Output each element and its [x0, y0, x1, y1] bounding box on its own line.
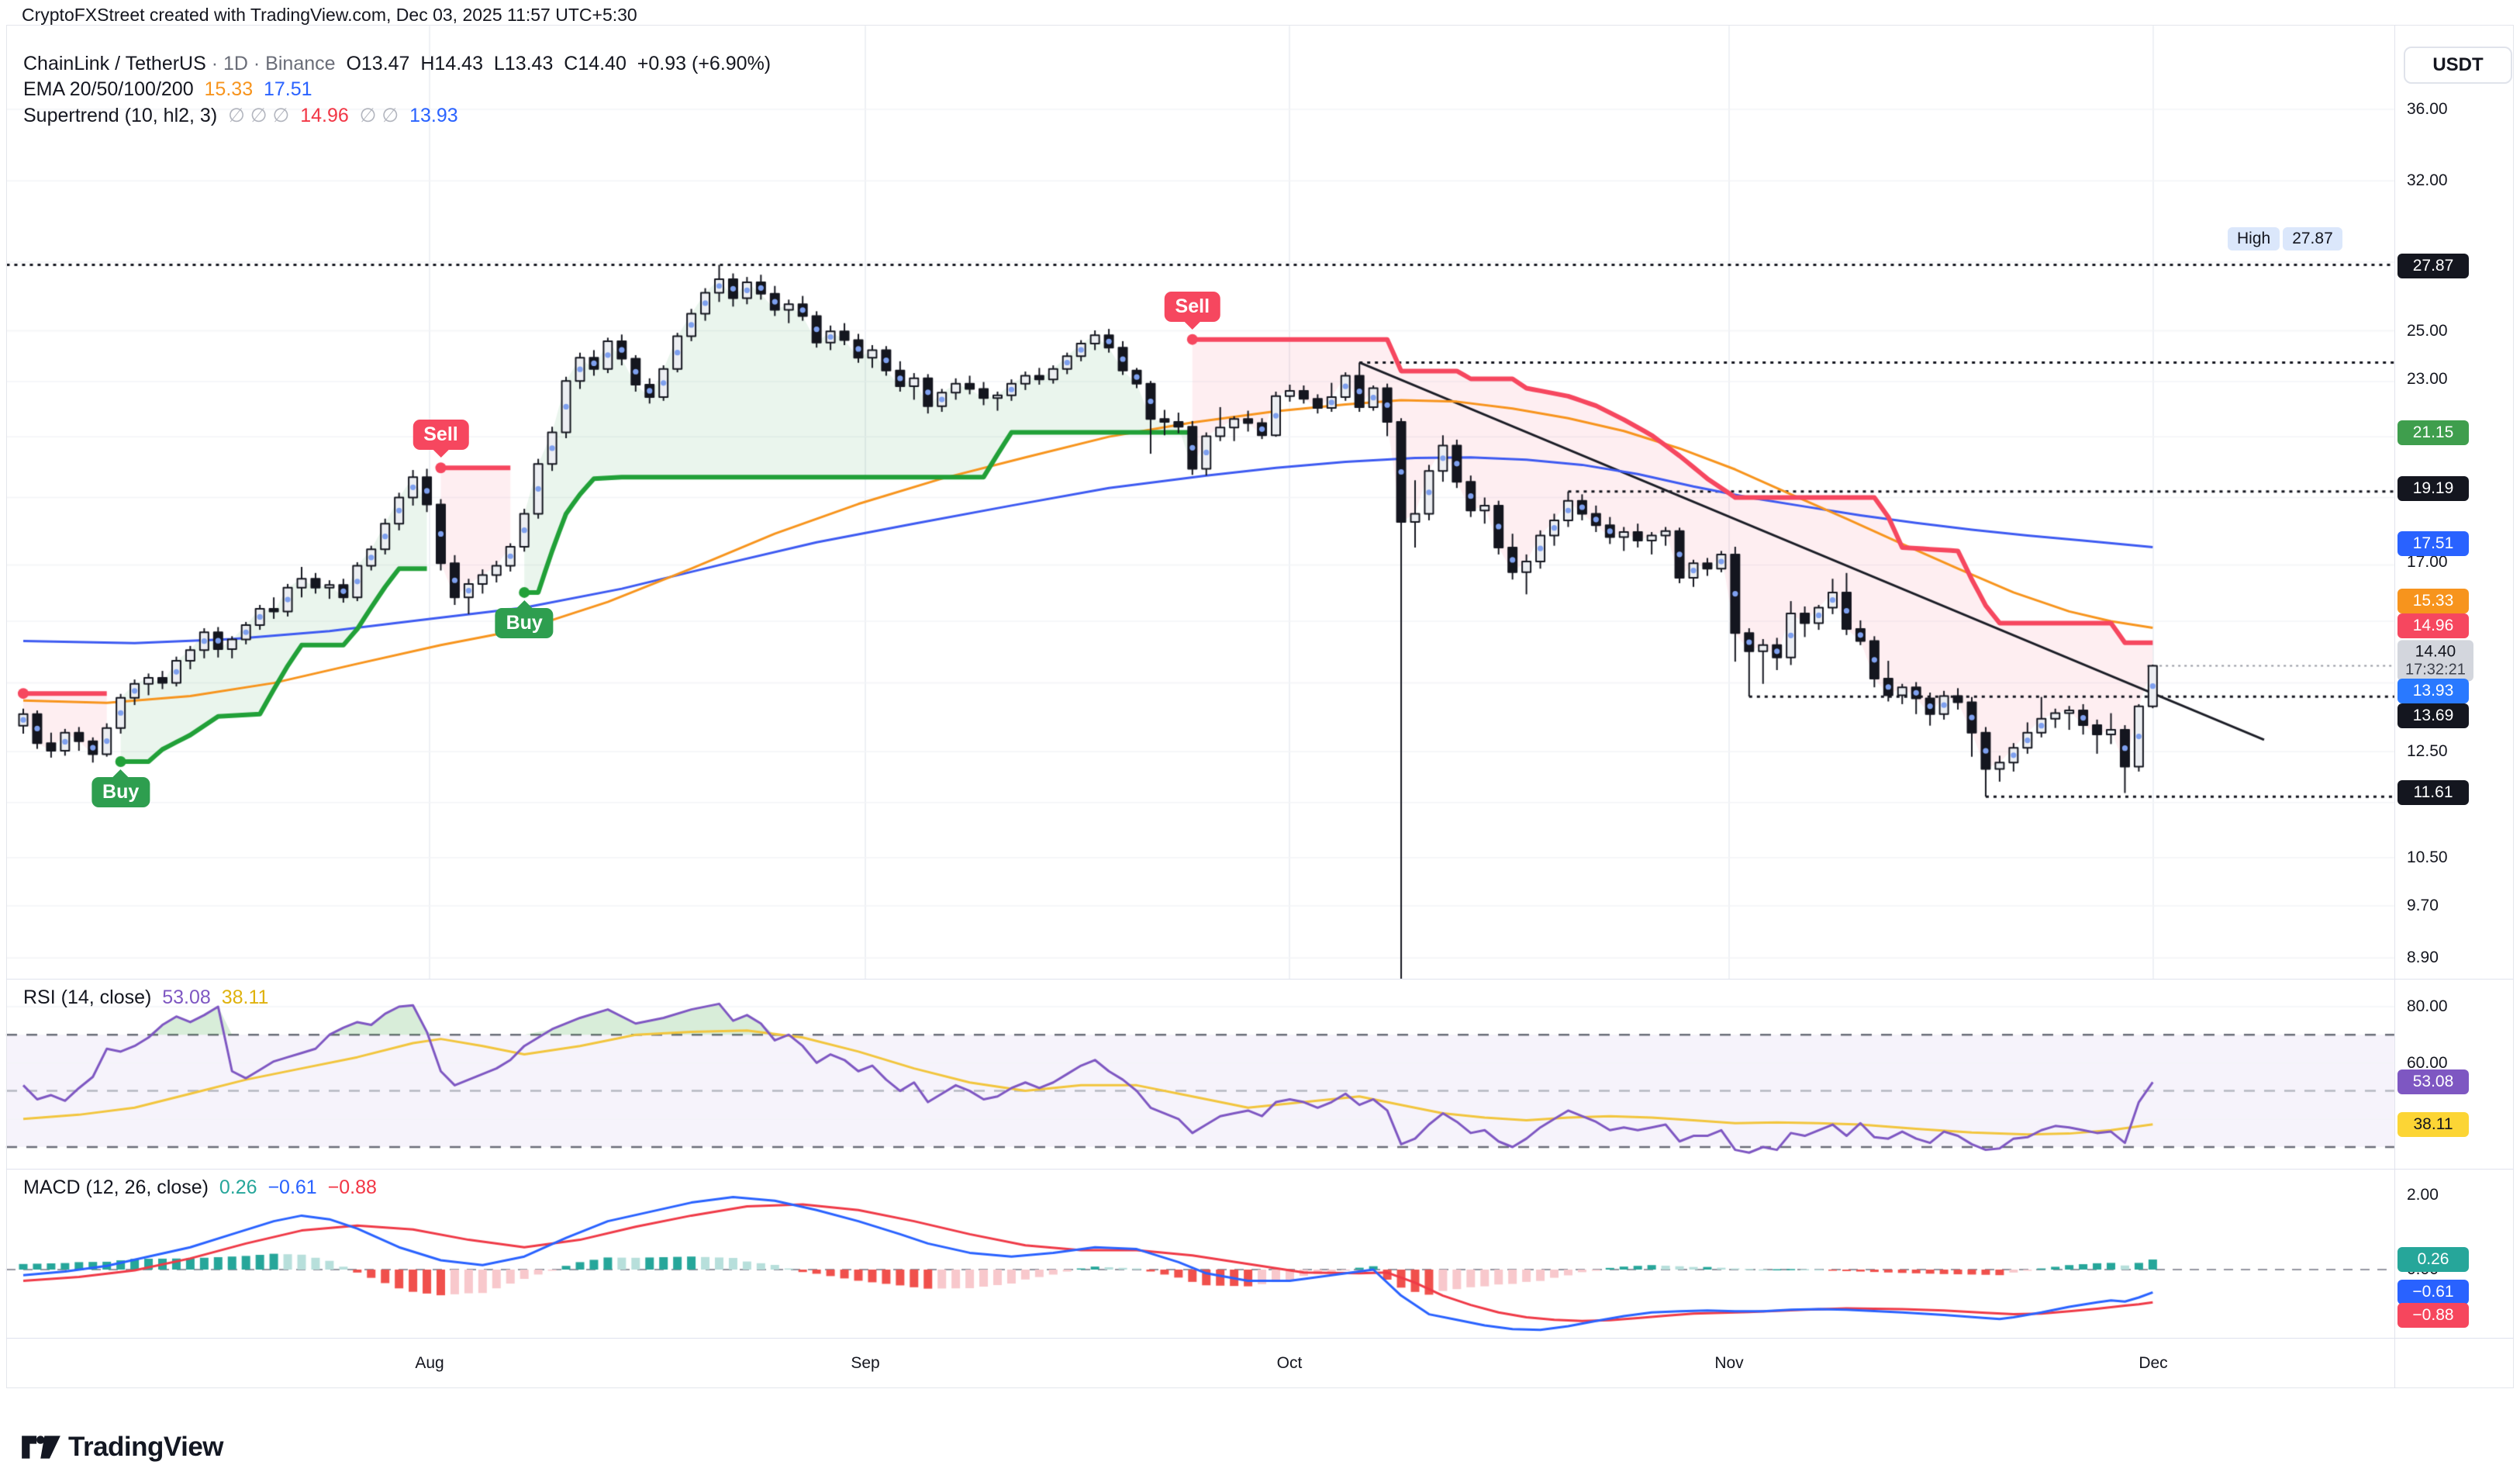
axis-label-32.00: 32.00 — [2407, 171, 2448, 189]
axis-badge-0.26: 0.26 — [2397, 1247, 2469, 1272]
symbol-legend-row[interactable]: ChainLink / TetherUS · 1D · Binance O13.… — [23, 53, 771, 75]
axis-badge-53.08: 53.08 — [2397, 1069, 2469, 1094]
axis-label-80.00: 80.00 — [2407, 997, 2448, 1015]
tradingview-logo-icon — [22, 1436, 60, 1459]
axis-label-23.00: 23.00 — [2407, 370, 2448, 388]
rsi-ma-value: 38.11 — [221, 987, 269, 1008]
axis-badge-14.40: 14.40 17:32:21 — [2397, 640, 2473, 682]
rsi-value: 53.08 — [162, 987, 211, 1008]
tradingview-logo[interactable]: TradingView — [22, 1432, 224, 1463]
axis-label-10.50: 10.50 — [2407, 848, 2448, 866]
high-label-text: High — [2228, 227, 2280, 251]
supertrend-title: Supertrend (10, hl2, 3) — [23, 105, 218, 126]
supertrend-legend-row[interactable]: Supertrend (10, hl2, 3) ∅ ∅ ∅ 14.96 ∅ ∅ … — [23, 104, 458, 127]
axis-label-36.00: 36.00 — [2407, 100, 2448, 118]
axis-badge-21.15: 21.15 — [2397, 420, 2469, 445]
supertrend-value-1: 14.96 — [300, 105, 349, 126]
buy-signal-label: Buy — [91, 776, 150, 807]
axis-badge-17.51: 17.51 — [2397, 531, 2469, 556]
macd-legend-row[interactable]: MACD (12, 26, close) 0.26 −0.61 −0.88 — [23, 1177, 377, 1199]
rsi-panel-divider[interactable] — [6, 979, 2514, 980]
currency-toggle-button[interactable]: USDT — [2404, 47, 2512, 84]
price-axis-divider[interactable] — [2394, 25, 2395, 1388]
price-change: +0.93 (+6.90%) — [637, 53, 772, 74]
axis-badge-19.19: 19.19 — [2397, 476, 2469, 501]
ema-title: EMA 20/50/100/200 — [23, 78, 194, 100]
month-label-Sep: Sep — [851, 1354, 880, 1372]
axis-label-2.00: 2.00 — [2407, 1186, 2439, 1204]
month-label-Aug: Aug — [415, 1354, 444, 1372]
axis-badge-−0.61: −0.61 — [2397, 1280, 2469, 1304]
time-axis-divider[interactable] — [6, 1338, 2514, 1339]
macd-signal-value: −0.88 — [327, 1177, 377, 1198]
axis-badge-−0.88: −0.88 — [2397, 1303, 2469, 1328]
ema-value-1: 15.33 — [204, 78, 254, 100]
axis-badge-13.93: 13.93 — [2397, 679, 2469, 703]
month-label-Oct: Oct — [1276, 1354, 1303, 1372]
month-label-Nov: Nov — [1714, 1354, 1744, 1372]
ohlc-low: L13.43 — [493, 53, 554, 74]
axis-label-60.00: 60.00 — [2407, 1054, 2448, 1072]
macd-title: MACD (12, 26, close) — [23, 1177, 209, 1198]
axis-badge-27.87: 27.87 — [2397, 254, 2469, 278]
axis-badge-13.69: 13.69 — [2397, 703, 2469, 728]
axis-label-17.00: 17.00 — [2407, 553, 2448, 571]
supertrend-empty-values: ∅ ∅ ∅ — [228, 105, 290, 126]
axis-label-9.70: 9.70 — [2407, 897, 2439, 914]
ohlc-high: H14.43 — [420, 53, 483, 74]
supertrend-empty-values-2: ∅ ∅ — [359, 105, 399, 126]
macd-hist-value: 0.26 — [219, 1177, 257, 1198]
month-label-Dec: Dec — [2139, 1354, 2168, 1372]
macd-line-value: −0.61 — [268, 1177, 317, 1198]
high-price-label: High 27.87 — [2228, 227, 2342, 251]
high-label-value: 27.87 — [2283, 227, 2342, 251]
sell-signal-label: Sell — [413, 420, 469, 451]
ohlc-close: C14.40 — [564, 53, 627, 74]
symbol-meta: · 1D · Binance — [211, 53, 336, 74]
axis-label-8.90: 8.90 — [2407, 949, 2439, 966]
axis-label-25.00: 25.00 — [2407, 322, 2448, 340]
symbol-name: ChainLink / TetherUS — [23, 53, 206, 74]
sell-signal-label: Sell — [1164, 291, 1221, 322]
axis-badge-14.96: 14.96 — [2397, 613, 2469, 638]
axis-label-12.50: 12.50 — [2407, 742, 2448, 760]
macd-panel-divider[interactable] — [6, 1169, 2514, 1170]
axis-badge-11.61: 11.61 — [2397, 780, 2469, 805]
tradingview-wordmark: TradingView — [68, 1432, 224, 1462]
rsi-legend-row[interactable]: RSI (14, close) 53.08 38.11 — [23, 987, 268, 1009]
axis-badge-15.33: 15.33 — [2397, 589, 2469, 613]
ohlc-open: O13.47 — [346, 53, 410, 74]
supertrend-value-2: 13.93 — [409, 105, 458, 126]
ema-legend-row[interactable]: EMA 20/50/100/200 15.33 17.51 — [23, 78, 312, 101]
buy-signal-label: Buy — [495, 607, 554, 638]
ema-value-2: 17.51 — [264, 78, 312, 100]
attribution-text: CryptoFXStreet created with TradingView.… — [22, 5, 637, 25]
rsi-title: RSI (14, close) — [23, 987, 152, 1008]
axis-badge-38.11: 38.11 — [2397, 1112, 2469, 1137]
